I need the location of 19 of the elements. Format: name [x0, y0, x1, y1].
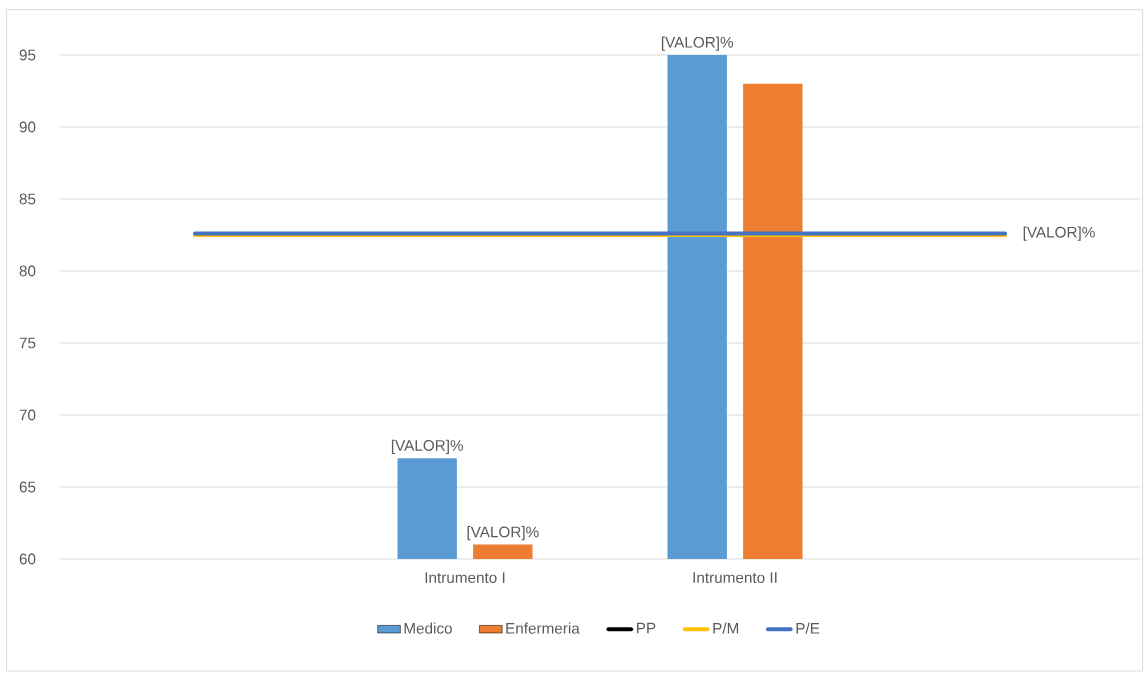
x-tick-label: Intrumento II [693, 572, 777, 583]
y-tick-label: 95 [19, 49, 36, 61]
data-label: [VALOR]% [1023, 226, 1095, 241]
legend-label: Enfermeria [506, 622, 580, 634]
legend-label: P/E [796, 622, 820, 634]
x-tick-label: Intrumento I [425, 572, 505, 583]
y-tick-label: 80 [19, 265, 36, 277]
legend-label: P/M [713, 622, 739, 634]
y-tick-label: 60 [19, 553, 36, 565]
data-label: [VALOR]% [661, 36, 734, 51]
y-tick-label: 90 [19, 121, 36, 133]
legend-label: Medico [404, 622, 452, 634]
y-tick-label: 70 [19, 409, 36, 421]
y-tick-label: 65 [19, 481, 36, 493]
data-label: [VALOR]% [467, 526, 539, 541]
data-label: [VALOR]% [391, 439, 464, 454]
y-tick-label: 75 [19, 337, 36, 349]
legend-label: PP [637, 622, 656, 634]
y-tick-label: 85 [19, 193, 36, 205]
